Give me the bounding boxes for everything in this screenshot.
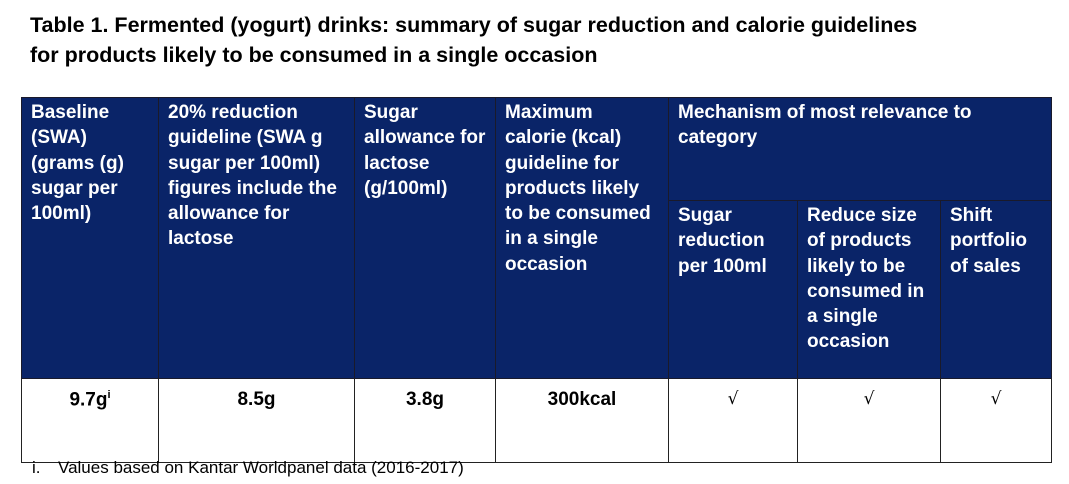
cell-calorie: 300kcal <box>495 378 669 463</box>
header-reduce-size: Reduce size of products likely to be con… <box>797 200 941 379</box>
check-icon: √ <box>668 378 798 463</box>
header-reduction-guideline: 20% reduction guideline (SWA g sugar per… <box>158 97 355 379</box>
table-title: Table 1. Fermented (yogurt) drinks: summ… <box>30 13 918 67</box>
sugar-reduction-table: Baseline (SWA) (grams (g) sugar per 100m… <box>21 97 1052 463</box>
cell-baseline: 9.7gi <box>21 378 159 463</box>
cell-lactose: 3.8g <box>354 378 496 463</box>
check-icon: √ <box>940 378 1052 463</box>
footnote: i. Values based on Kantar Worldpanel data… <box>32 458 464 478</box>
table-row: 9.7gi 8.5g 3.8g 300kcal √ √ √ <box>21 378 1052 463</box>
header-calorie-guideline: Maximum calorie (kcal) guideline for pro… <box>495 97 669 379</box>
header-shift-portfolio: Shift portfolio of sales <box>940 200 1052 379</box>
header-mechanism: Mechanism of most relevance to category <box>668 97 1052 201</box>
header-sugar-reduction: Sugar reduction per 100ml <box>668 200 798 379</box>
header-baseline: Baseline (SWA) (grams (g) sugar per 100m… <box>21 97 159 379</box>
footnote-ref: i <box>107 389 111 401</box>
footnote-text: Values based on Kantar Worldpanel data (… <box>58 458 464 477</box>
check-icon: √ <box>797 378 941 463</box>
footnote-marker: i. <box>32 458 41 477</box>
cell-reduction: 8.5g <box>158 378 355 463</box>
header-lactose-allowance: Sugar allowance for lactose (g/100ml) <box>354 97 496 379</box>
